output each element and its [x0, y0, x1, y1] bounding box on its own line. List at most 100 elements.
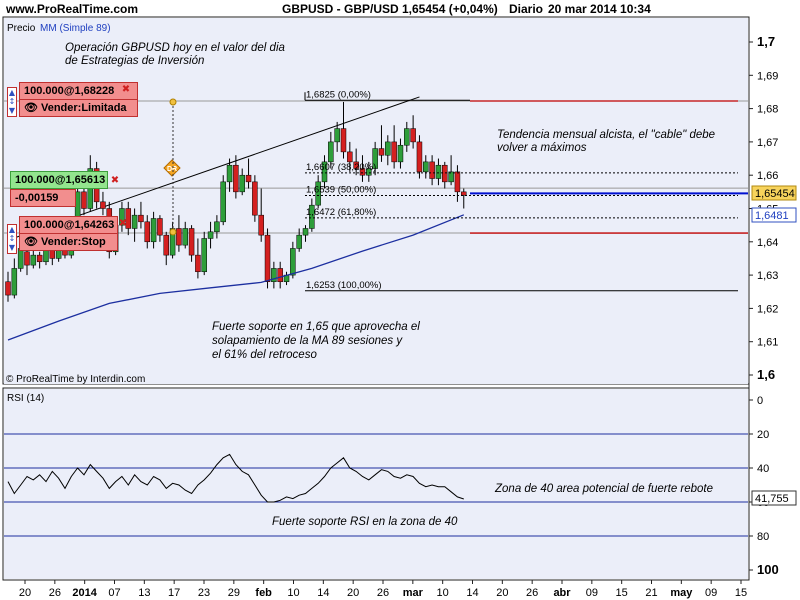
price-axis-tick-label: 1,68 [757, 104, 778, 116]
fib-level-label: 1,6825 (0,00%) [306, 89, 371, 100]
candle [81, 191, 87, 209]
date-label: 20 mar 2014 10:34 [548, 2, 651, 16]
sell-stop-price: 100.000@1,64263 [24, 219, 115, 231]
sell-limit-action[interactable]: 👁 Vender:Limitada [20, 99, 137, 116]
candle [252, 181, 258, 216]
annotation-title-1: Operación GBPUSD hoy en el valor del dia [65, 42, 285, 54]
candle [157, 218, 163, 236]
candle [404, 128, 410, 146]
eye-icon[interactable]: 👁 [24, 102, 38, 114]
dr-marker-label: DR [167, 166, 177, 173]
last-price-label: 1,65454 [755, 188, 795, 200]
candle [353, 161, 359, 169]
last-price-box [751, 185, 797, 201]
candle [30, 254, 37, 266]
fib-level-label: 1,6472 (61,80%) [306, 207, 376, 218]
candle [302, 228, 309, 236]
x-axis-tick-label: feb [255, 587, 272, 599]
candle [290, 248, 296, 276]
ma-value-box [751, 207, 797, 223]
x-axis-tick-label: 15 [616, 587, 628, 599]
rsi-line [7, 453, 464, 503]
stop-anchor-dot[interactable] [169, 228, 177, 236]
candle [169, 228, 176, 256]
dr-marker[interactable]: DR [163, 159, 181, 177]
candle [461, 191, 467, 196]
candle [454, 171, 461, 193]
order-anchor-dot[interactable] [169, 98, 177, 106]
x-axis-tick-label: 20 [496, 587, 508, 599]
sell-stop-close-icon[interactable]: ✖ [118, 218, 128, 229]
candle [226, 164, 233, 183]
annotation-trend-2: volver a máximos [497, 142, 587, 154]
candle [176, 228, 182, 246]
candle [239, 174, 245, 193]
candle [207, 231, 214, 239]
sell-stop-order[interactable]: 100.000@1,64263 👁 Vender:Stop [19, 216, 118, 251]
candle [423, 161, 429, 173]
candle [233, 164, 239, 193]
candle [201, 238, 207, 273]
sell-limit-close-icon[interactable]: ✖ [121, 84, 131, 95]
candle [24, 251, 30, 266]
x-axis-tick-label: 15 [735, 587, 747, 599]
annotation-title-2: de Estrategias de Inversión [65, 55, 204, 67]
price-axis-tick-label: 1,67 [757, 137, 778, 149]
candle [100, 201, 106, 209]
candle [195, 254, 201, 273]
candle [391, 141, 397, 163]
candle [385, 141, 391, 156]
sell-limit-action-label: Vender:Limitada [40, 102, 127, 114]
candle [188, 228, 195, 256]
candle [334, 128, 340, 143]
rsi-label: RSI (14) [7, 393, 44, 404]
annotation-trend-1: Tendencia mensual alcista, el "cable" de… [497, 129, 715, 141]
rsi-axis-tick-label: 40 [757, 463, 769, 475]
x-axis-tick-label: 21 [645, 587, 657, 599]
candle [416, 141, 423, 173]
position-price: 100.000@1,65613 [15, 174, 106, 186]
x-axis-tick-label: 13 [138, 587, 150, 599]
sell-limit-drag-handle[interactable]: ▲ ↕ ▼ [7, 87, 17, 117]
ma-label: MM (Simple 89) [40, 23, 111, 34]
rsi-axis-tick-label: 20 [757, 429, 769, 441]
candle [366, 168, 372, 176]
period-label: Diario [509, 2, 543, 16]
candle [11, 268, 18, 296]
position-close-icon[interactable]: ✖ [110, 175, 120, 186]
x-axis-tick-label: 07 [108, 587, 120, 599]
candle [359, 168, 366, 176]
x-axis-tick-label: 26 [377, 587, 389, 599]
candle [150, 218, 157, 243]
candle [340, 128, 347, 153]
fib-level-label: 1,6539 (50,00%) [306, 185, 376, 196]
price-axis-tick-label: 1,66 [757, 170, 778, 182]
candle [372, 148, 378, 169]
rsi-annotation-support: Fuerte soporte RSI en la zona de 40 [272, 516, 458, 528]
candle [328, 141, 334, 163]
fib-level-label: 1,6607 (38,20%) [306, 162, 376, 173]
price-panel [4, 18, 748, 384]
price-axis-tick-label: 1,64 [757, 237, 778, 249]
candle [442, 164, 448, 183]
candle [125, 208, 132, 229]
candle [378, 148, 385, 156]
symbol-title: GBPUSD - GBP/USD [282, 2, 399, 16]
ma-89-line [7, 214, 465, 341]
x-axis-tick-label: 20 [347, 587, 359, 599]
sell-limit-price: 100.000@1,68228 [24, 85, 115, 97]
candle [410, 128, 416, 143]
annotation-support-2: solapamiento de la MA 89 sesiones y [212, 335, 403, 347]
sell-stop-action[interactable]: 👁 Vender:Stop [20, 233, 117, 250]
sell-limit-order[interactable]: 100.000@1,68228 👁 Vender:Limitada [19, 82, 138, 117]
credit: © ProRealTime by Interdin.com [6, 374, 145, 385]
candle [309, 204, 315, 229]
candle [258, 214, 264, 236]
candle [17, 248, 24, 269]
x-axis-tick-label: 14 [466, 587, 478, 599]
eye-icon[interactable]: 👁 [24, 236, 38, 248]
position-order[interactable]: 100.000@1,65613 [10, 171, 108, 189]
ma-value-label: 1,6481 [755, 210, 789, 222]
sell-stop-drag-handle[interactable]: ▲ ↕ ▼ [7, 224, 17, 254]
